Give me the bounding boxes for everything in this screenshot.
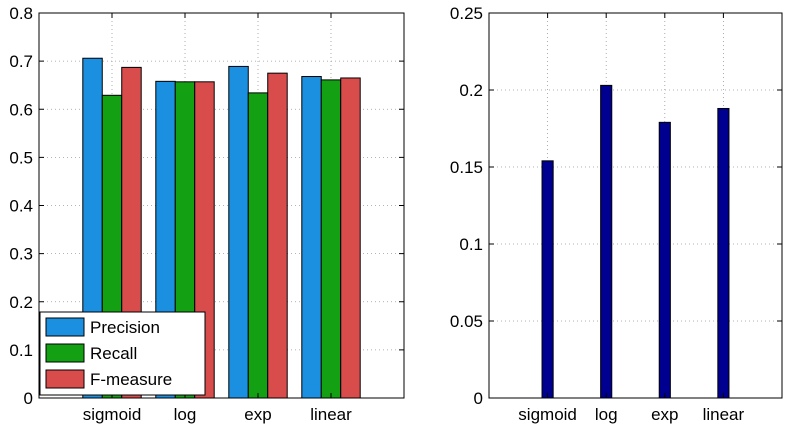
- y-tick-label: 0: [474, 389, 483, 408]
- y-tick-label: 0.8: [9, 4, 33, 23]
- y-tick-label: 0.6: [9, 100, 33, 119]
- y-tick-label: 0.2: [9, 293, 33, 312]
- x-tick-label-log: log: [174, 405, 197, 424]
- legend-swatch-f-measure: [45, 369, 85, 389]
- y-tick-label: 0.1: [459, 235, 483, 254]
- bar-precision-exp: [228, 65, 249, 399]
- bar-series-linear: [717, 107, 730, 399]
- y-tick-label: 0.7: [9, 52, 33, 71]
- y-tick-label: 0.4: [9, 197, 33, 216]
- y-tick-label: 0: [24, 389, 33, 408]
- bar-f-measure-linear: [340, 77, 361, 399]
- bar-series-log: [600, 84, 613, 399]
- y-tick-label: 0.5: [9, 148, 33, 167]
- plot-area: [489, 13, 782, 398]
- bar-series-exp: [658, 121, 671, 399]
- y-tick-label: 0.05: [450, 312, 483, 331]
- legend-swatch-precision: [45, 317, 85, 337]
- x-tick-label-sigmoid: sigmoid: [518, 405, 577, 424]
- legend-label: Recall: [90, 344, 137, 363]
- x-tick-label-log: log: [595, 405, 618, 424]
- right-bar-chart: 0 0.05 0.1 0.15 0.2 0.25 sigmoid log exp linear: [450, 4, 783, 424]
- y-tick-label: 0.15: [450, 158, 483, 177]
- x-tick-label-linear: linear: [310, 405, 352, 424]
- bar-f-measure-exp: [267, 72, 288, 399]
- bar-precision-linear: [301, 76, 322, 399]
- y-tick-label: 0.1: [9, 341, 33, 360]
- axes-frame: [488, 12, 783, 399]
- x-tick-label-sigmoid: sigmoid: [83, 405, 142, 424]
- legend-label: F-measure: [90, 370, 172, 389]
- x-tick-label-exp: exp: [651, 405, 678, 424]
- y-tick-label: 0.2: [459, 81, 483, 100]
- legend-swatch-recall: [45, 343, 85, 363]
- bar-recall-linear: [320, 79, 342, 399]
- bar-series-sigmoid: [541, 160, 554, 399]
- y-tick-label: 0.3: [9, 245, 33, 264]
- y-tick-label: 0.25: [450, 4, 483, 23]
- legend-label: Precision: [90, 318, 160, 337]
- x-tick-label-exp: exp: [244, 405, 271, 424]
- bar-recall-exp: [247, 92, 269, 399]
- x-tick-label-linear: linear: [703, 405, 745, 424]
- left-bar-chart: 0 0.1 0.2 0.3 0.4 0.5 0.6 0.7 0.8 sigmoid log exp li…: [9, 4, 405, 424]
